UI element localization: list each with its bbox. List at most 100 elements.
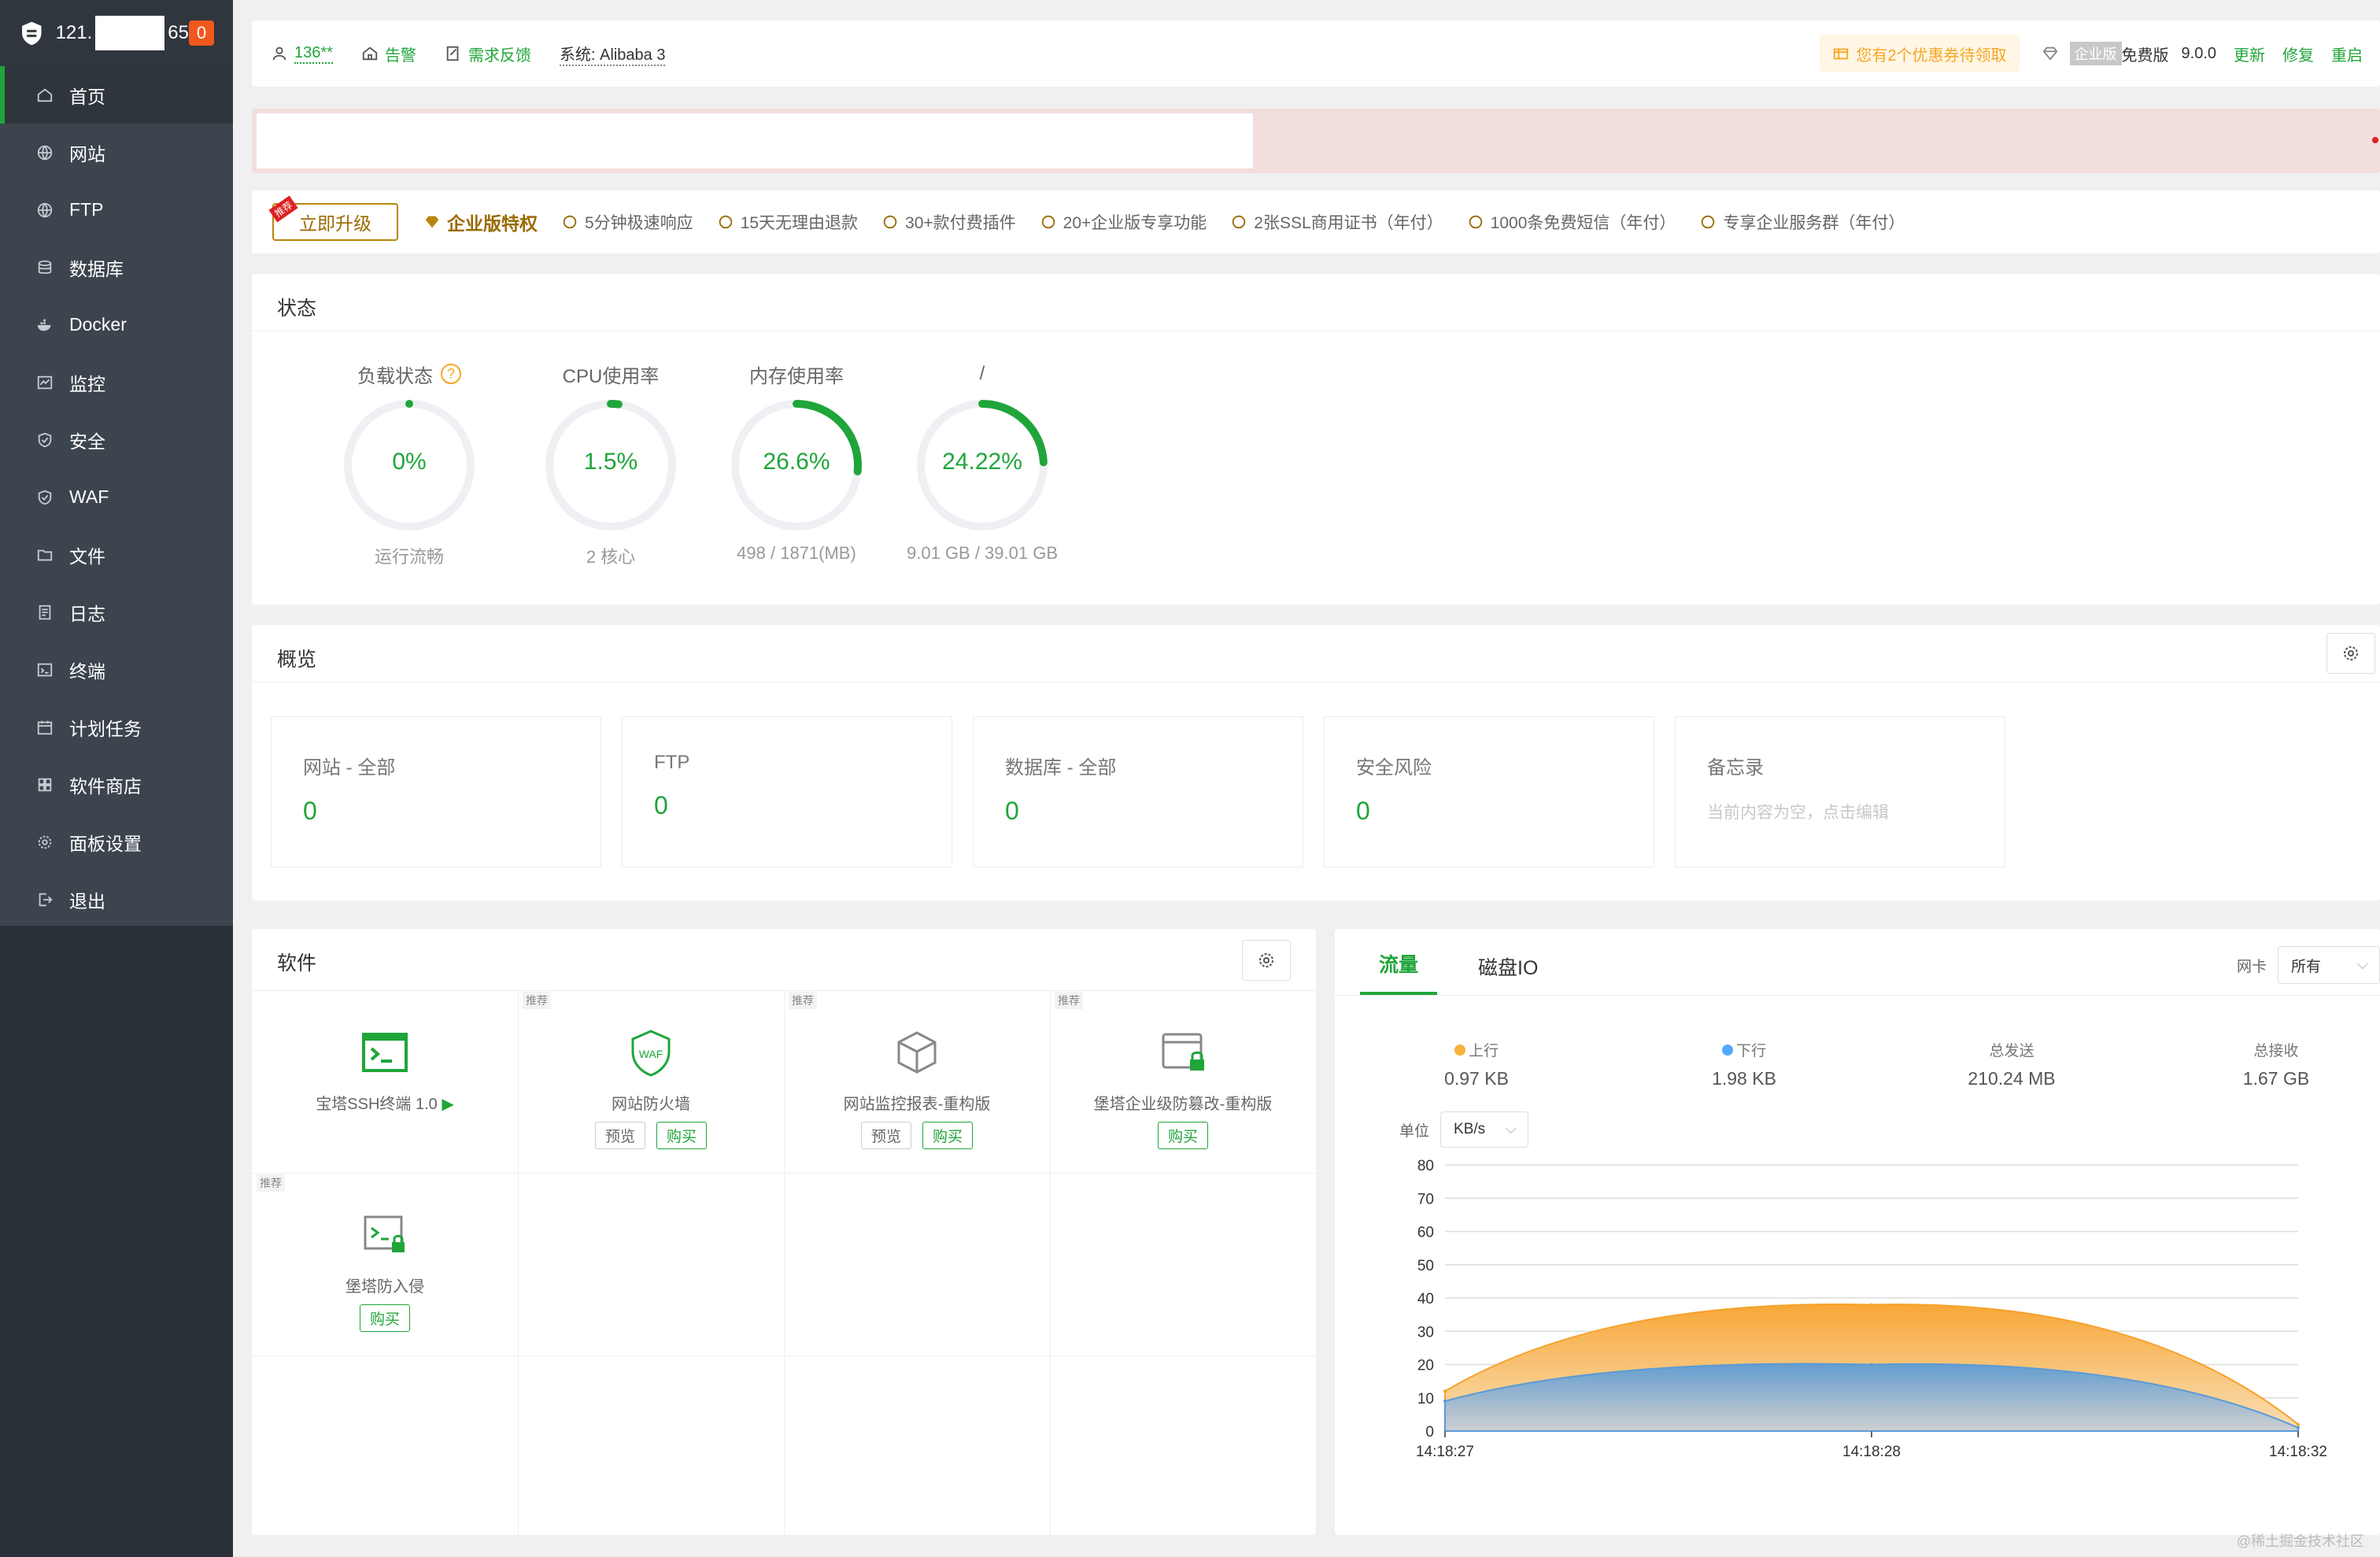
card-value: 0 bbox=[654, 791, 668, 819]
tab-1[interactable]: 磁盘IO bbox=[1478, 957, 1539, 979]
sidebar-item-label: Docker bbox=[69, 314, 127, 335]
coupon-notice[interactable]: 您有2个优惠券待领取 bbox=[1820, 35, 2020, 72]
gauge-3[interactable]: / 24.22% 9.01 GB / 39.01 GB bbox=[888, 361, 1077, 564]
user-info[interactable]: 136** bbox=[271, 44, 333, 64]
gauge-sub: 498 / 1871(MB) bbox=[737, 543, 856, 563]
software-item-0[interactable]: 宝塔SSH终端 1.0 ▶ bbox=[252, 990, 518, 1173]
software-item-4[interactable]: 推荐 堡塔防入侵 购买 bbox=[252, 1173, 518, 1355]
software-settings-button[interactable] bbox=[1242, 940, 1291, 981]
preview-button[interactable]: 预览 bbox=[594, 1122, 645, 1149]
terminal-lock-icon bbox=[364, 1215, 405, 1252]
overview-settings-button[interactable] bbox=[2326, 633, 2375, 674]
overview-card-4[interactable]: 备忘录 当前内容为空，点击编辑 bbox=[1675, 716, 2005, 867]
notification-badge[interactable]: 0 bbox=[189, 20, 214, 46]
software-item-1[interactable]: 推荐 WAF 网站防火墙 预览 购买 bbox=[518, 990, 784, 1173]
feedback-link[interactable]: 需求反馈 bbox=[445, 43, 531, 65]
buy-button[interactable]: 购买 bbox=[359, 1304, 410, 1332]
sidebar-item-5[interactable]: 监控 bbox=[0, 353, 233, 411]
server-ip[interactable]: 121. 65 bbox=[56, 16, 189, 50]
sidebar-item-label: 软件商店 bbox=[69, 775, 142, 797]
traffic-stat-2: 总发送 210.24 MB bbox=[1933, 1039, 2090, 1089]
sidebar-item-6[interactable]: 安全 bbox=[0, 411, 233, 468]
feature-item: 15天无理由退款 bbox=[717, 210, 858, 234]
repair-link[interactable]: 修复 bbox=[2282, 46, 2314, 65]
software-name: 堡塔防入侵 bbox=[346, 1278, 424, 1296]
sidebar-item-14[interactable]: 退出 bbox=[0, 871, 233, 928]
nic-selector: 网卡 所有 ⌵ bbox=[2237, 946, 2380, 984]
alarm-link[interactable]: 告警 bbox=[361, 43, 416, 65]
sidebar-item-10[interactable]: 终端 bbox=[0, 641, 233, 698]
gauge-2[interactable]: 内存使用率 26.6% 498 / 1871(MB) bbox=[702, 361, 891, 564]
gauge-1[interactable]: CPU使用率 1.5% 2 核心 bbox=[516, 361, 705, 568]
software-item-3[interactable]: 推荐 堡塔企业级防篡改-重构版 购买 bbox=[1050, 990, 1316, 1173]
y-tick-label: 10 bbox=[1417, 1391, 1434, 1407]
nic-select[interactable]: 所有 ⌵ bbox=[2278, 946, 2380, 984]
restart-link[interactable]: 重启 bbox=[2331, 46, 2363, 65]
version-number: 9.0.0 bbox=[2181, 44, 2216, 62]
update-link[interactable]: 更新 bbox=[2234, 46, 2265, 65]
heart-icon bbox=[1702, 215, 1715, 229]
grid-line bbox=[784, 990, 785, 1535]
card-label: 数据库 - 全部 bbox=[1005, 757, 1117, 778]
software-panel: 软件 宝塔SSH终端 1.0 ▶ 推荐 WAF 网站防火墙 预览 购买 推荐 网站监控报表-重… bbox=[252, 929, 1316, 1535]
sidebar-item-2[interactable]: FTP bbox=[0, 181, 233, 239]
card-label: 安全风险 bbox=[1356, 757, 1432, 778]
help-icon[interactable]: ? bbox=[441, 364, 461, 384]
card-value: 0 bbox=[1356, 797, 1370, 825]
sidebar-item-13[interactable]: 面板设置 bbox=[0, 813, 233, 871]
chat-icon bbox=[563, 215, 577, 229]
status-title: 状态 bbox=[277, 298, 317, 320]
memo-text[interactable]: 当前内容为空，点击编辑 bbox=[1707, 804, 1889, 822]
x-tick-label: 14:18:28 bbox=[1842, 1444, 1901, 1460]
overview-card-3[interactable]: 安全风险 0 bbox=[1324, 716, 1654, 867]
overview-card-2[interactable]: 数据库 - 全部 0 bbox=[973, 716, 1303, 867]
overview-panel: 概览 网站 - 全部 0 FTP 0 数据库 - 全部 0 安全风险 0 备忘录 当前内容为空，点… bbox=[252, 625, 2380, 901]
software-grid: 宝塔SSH终端 1.0 ▶ 推荐 WAF 网站防火墙 预览 购买 推荐网站监控报表-重构版预… bbox=[252, 990, 1316, 1535]
top-bar: 136** 告警 需求反馈 系统: Alibaba 3 您有2个优惠券待领取 企… bbox=[252, 20, 2380, 87]
lock-window-icon bbox=[1162, 1033, 1204, 1071]
ip-mask bbox=[95, 16, 165, 50]
traffic-panel: 流量 磁盘IO 网卡 所有 ⌵ 上行 0.97 KB 下行 1.98 KB 总发送 2… bbox=[1335, 929, 2380, 1535]
data-point bbox=[2297, 1422, 2300, 1426]
banner-mask bbox=[257, 113, 1253, 168]
upgrade-button[interactable]: 推荐 立即升级 bbox=[268, 195, 398, 241]
gauge-value: 0% bbox=[392, 449, 427, 475]
software-name: 网站监控报表-重构版 bbox=[843, 1096, 991, 1113]
gauge-0[interactable]: 负载状态? 0% 运行流畅 bbox=[315, 361, 504, 568]
sidebar-item-1[interactable]: 网站 bbox=[0, 124, 233, 181]
buy-button[interactable]: 购买 bbox=[656, 1122, 708, 1149]
database-icon bbox=[36, 259, 54, 276]
sidebar-nav: 首页 网站 FTP 数据库 Docker 监控安全 WAF 文件日志终端 计划任务软件商店面板设… bbox=[0, 66, 233, 928]
grid-line bbox=[252, 1355, 1316, 1356]
software-name: 堡塔企业级防篡改-重构版 bbox=[1093, 1096, 1273, 1113]
sidebar-item-11[interactable]: 计划任务 bbox=[0, 698, 233, 756]
unit-select[interactable]: KB/s ⌵ bbox=[1440, 1111, 1529, 1148]
sidebar-item-12[interactable]: 软件商店 bbox=[0, 756, 233, 813]
recommend-tag: 推荐 bbox=[523, 992, 551, 1009]
sidebar-item-8[interactable]: 文件 bbox=[0, 526, 233, 583]
play-icon[interactable]: ▶ bbox=[442, 1096, 454, 1113]
sidebar-item-0[interactable]: 首页 bbox=[0, 66, 233, 124]
sidebar-item-label: 日志 bbox=[69, 603, 105, 624]
enterprise-privilege[interactable]: 企业版特权 bbox=[423, 209, 538, 235]
sidebar-item-4[interactable]: Docker bbox=[0, 296, 233, 353]
gauge-title: 内存使用率 bbox=[749, 365, 844, 387]
software-item-2[interactable]: 推荐 网站监控报表-重构版 预览 购买 bbox=[784, 990, 1050, 1173]
buy-button[interactable]: 购买 bbox=[922, 1122, 974, 1149]
overview-card-1[interactable]: FTP 0 bbox=[622, 716, 952, 867]
preview-button[interactable]: 预览 bbox=[860, 1122, 911, 1149]
sidebar-item-label: 安全 bbox=[69, 431, 105, 452]
data-point bbox=[1870, 1363, 1873, 1367]
edition-info: 企业版 免费版 bbox=[2042, 42, 2169, 65]
tab-0[interactable]: 流量 bbox=[1360, 949, 1438, 995]
coupon-icon bbox=[1834, 48, 1849, 60]
overview-card-0[interactable]: 网站 - 全部 0 bbox=[271, 716, 601, 867]
feature-item: 20+企业版专享功能 bbox=[1040, 210, 1207, 234]
card-value: 0 bbox=[303, 797, 317, 825]
sidebar-item-3[interactable]: 数据库 bbox=[0, 239, 233, 296]
sidebar-item-9[interactable]: 日志 bbox=[0, 583, 233, 641]
watermark: @稀土掘金技术社区 bbox=[2236, 1533, 2364, 1549]
sidebar-item-7[interactable]: WAF bbox=[0, 468, 233, 526]
buy-button[interactable]: 购买 bbox=[1157, 1122, 1208, 1149]
gauge-ring: 26.6% bbox=[725, 394, 868, 537]
